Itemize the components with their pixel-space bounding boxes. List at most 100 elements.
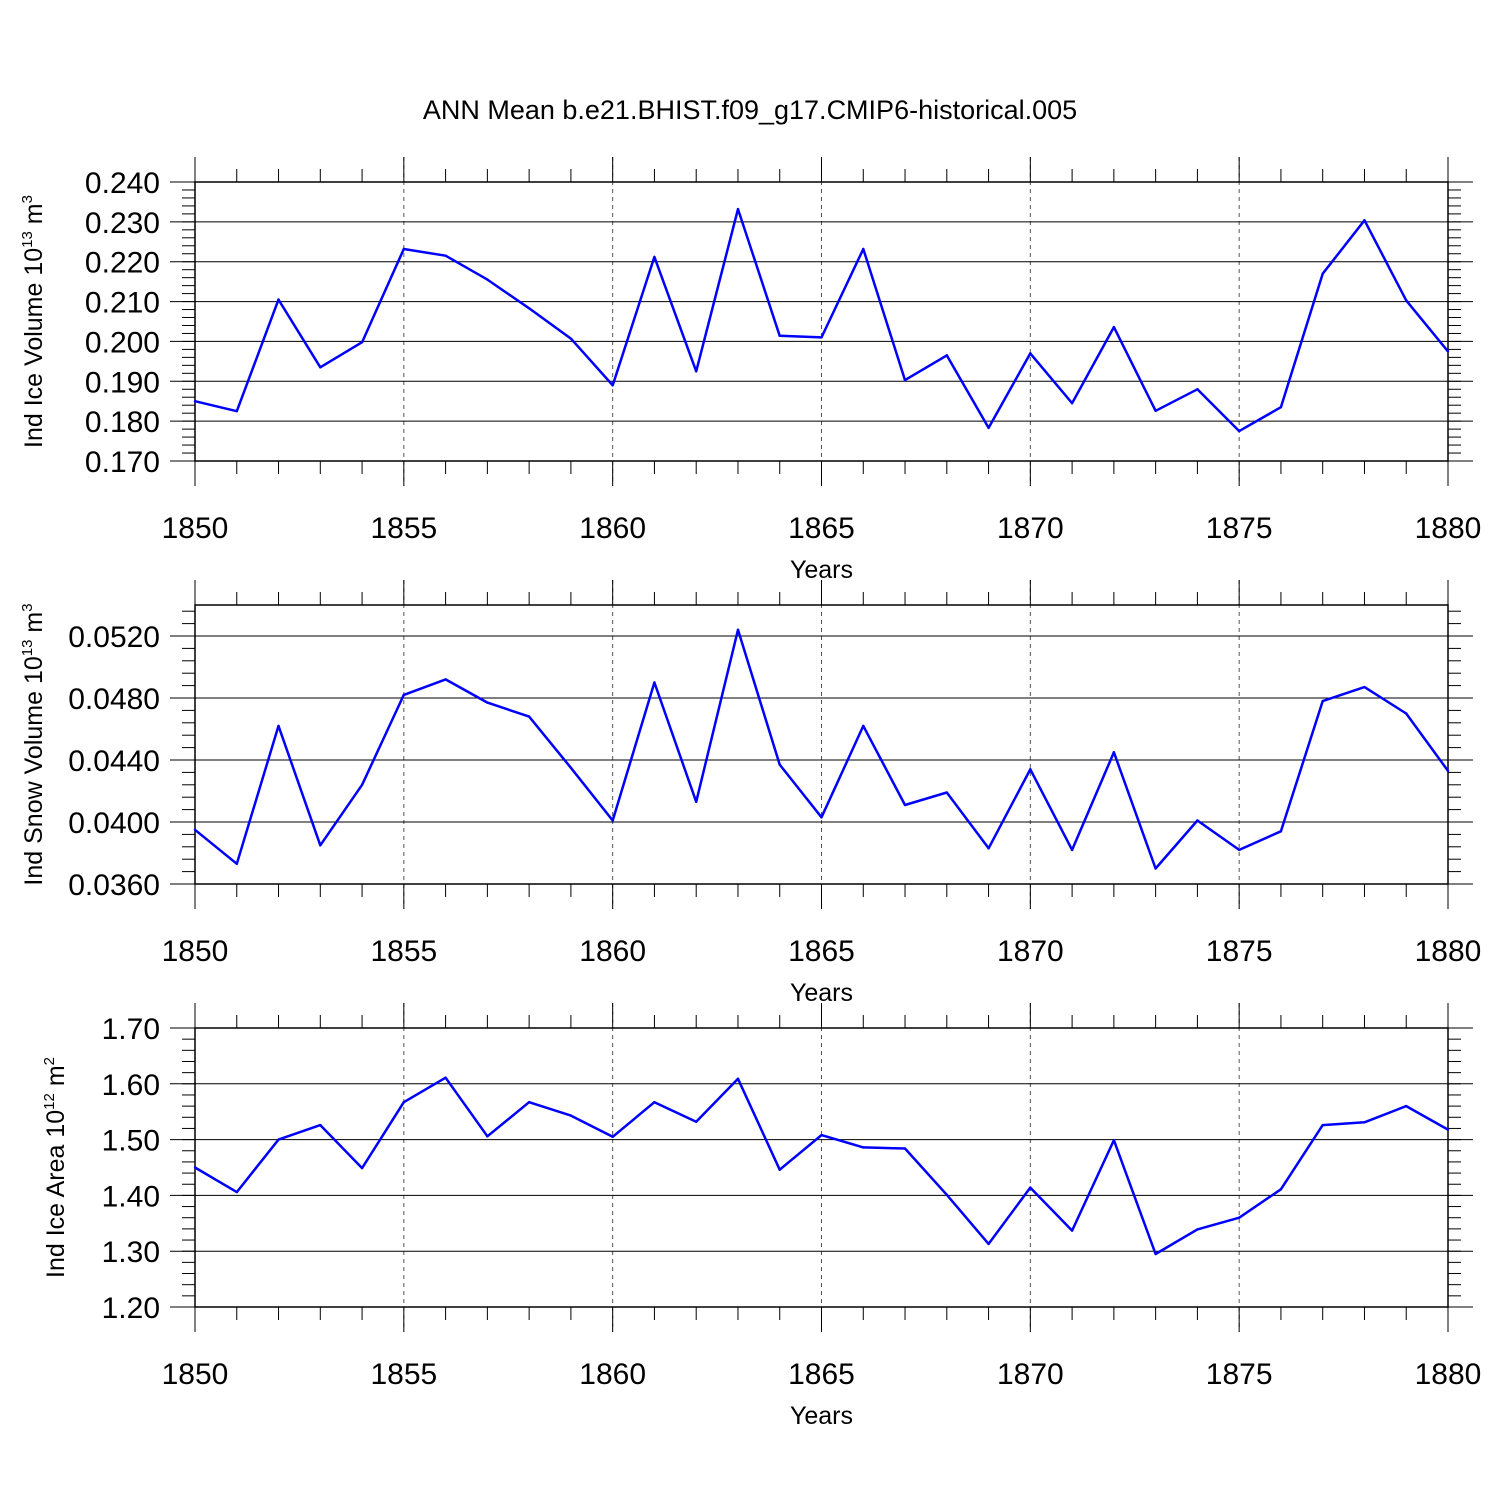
data-point [193, 1166, 197, 1169]
data-point [1237, 848, 1241, 852]
data-point [611, 819, 614, 822]
x-tick-label: 1855 [370, 512, 437, 545]
x-tick-label: 1880 [1415, 512, 1482, 545]
y-tick-label: 1.20 [102, 1292, 160, 1325]
data-point [1405, 712, 1408, 715]
data-point [778, 334, 781, 338]
data-point [695, 1120, 698, 1123]
data-point [862, 1146, 865, 1149]
data-point [402, 1101, 406, 1104]
y-tick-label: 0.240 [85, 167, 160, 200]
data-point [1196, 1228, 1199, 1231]
chart-title: ANN Mean b.e21.BHIST.f09_g17.CMIP6-histo… [423, 95, 1077, 125]
data-point [1279, 830, 1283, 833]
y-tick-label: 0.0360 [68, 869, 160, 902]
data-point [820, 1133, 823, 1137]
data-point [736, 1077, 740, 1080]
data-point [444, 254, 447, 257]
data-point [444, 678, 447, 681]
data-point [1446, 1128, 1450, 1131]
data-point [1154, 1252, 1157, 1256]
y-tick-label: 0.170 [85, 446, 160, 479]
data-point [193, 828, 197, 831]
data-point [235, 409, 238, 413]
data-point [653, 1101, 656, 1104]
y-tick-label: 1.40 [102, 1180, 160, 1213]
data-point [1363, 219, 1366, 222]
data-point [1237, 1216, 1241, 1219]
data-point [486, 1135, 489, 1138]
data-point [987, 426, 990, 430]
y-tick-label: 0.220 [85, 247, 160, 280]
data-point [402, 693, 406, 697]
data-point [611, 1135, 614, 1139]
y-axis-label: Ind Ice Volume 1013 m3 [19, 195, 48, 448]
data-point [569, 337, 573, 340]
data-point [611, 384, 614, 387]
data-point [903, 1147, 907, 1150]
x-tick-label: 1855 [370, 1358, 437, 1391]
data-point [319, 1123, 322, 1127]
data-point [736, 207, 740, 211]
y-tick-label: 1.70 [102, 1013, 160, 1046]
data-point [1363, 1121, 1366, 1124]
data-point [653, 681, 656, 684]
x-axis-label: Years [790, 1402, 853, 1430]
y-tick-label: 1.50 [102, 1125, 160, 1158]
data-point [444, 1076, 447, 1079]
data-point [862, 247, 865, 251]
data-point [820, 336, 823, 339]
data-point [945, 791, 948, 794]
data-point [1446, 769, 1450, 773]
data-point [527, 307, 531, 310]
data-point [987, 1242, 990, 1246]
data-point [778, 763, 781, 766]
data-point [277, 298, 280, 301]
y-tick-label: 0.180 [85, 406, 160, 439]
data-point [1279, 405, 1283, 409]
data-point [277, 724, 280, 728]
data-point [360, 341, 364, 344]
x-tick-label: 1860 [579, 1358, 646, 1391]
data-point [1070, 848, 1074, 852]
y-tick-label: 0.230 [85, 207, 160, 240]
panel-3: 1.20 1.30 1.40 1.50 1.60 1.70 1850 1855 1860 1865… [41, 1003, 1481, 1430]
y-axis-label: Ind Snow Volume 1013 m3 [19, 603, 48, 885]
data-point [1321, 1123, 1324, 1127]
y-tick-label: 0.0400 [68, 807, 160, 840]
y-tick-label: 0.0520 [68, 621, 160, 654]
data-point [360, 783, 364, 786]
data-point [653, 255, 656, 259]
data-point [402, 247, 406, 251]
panel-1: 0.170 0.180 0.190 0.200 0.210 0.220 0.230 0.240… [19, 157, 1481, 584]
data-point [1321, 272, 1324, 275]
data-point [1112, 325, 1116, 329]
x-tick-label: 1850 [162, 512, 229, 545]
data-point [1112, 751, 1116, 754]
data-point [1029, 768, 1032, 771]
y-tick-label: 0.0440 [68, 745, 160, 778]
x-axis-label: Years [790, 556, 853, 584]
data-point [235, 862, 238, 866]
data-point [778, 1168, 781, 1171]
data-point [1196, 388, 1199, 391]
data-point [1029, 1186, 1032, 1189]
x-tick-label: 1875 [1206, 512, 1273, 545]
data-point [1029, 352, 1032, 355]
x-tick-label: 1870 [997, 512, 1064, 545]
x-tick-label: 1865 [788, 1358, 855, 1391]
data-point [360, 1166, 364, 1170]
x-tick-label: 1880 [1415, 1358, 1482, 1391]
data-point [1405, 1104, 1408, 1108]
plot-frame [194, 604, 1449, 885]
x-tick-label: 1860 [579, 935, 646, 968]
data-point [1321, 699, 1324, 703]
data-point [695, 800, 698, 804]
data-point [736, 628, 740, 631]
x-tick-label: 1850 [162, 935, 229, 968]
panel-2: 0.0360 0.0400 0.0440 0.0480 0.0520 1850 1855 18… [19, 580, 1481, 1007]
x-tick-label: 1865 [788, 512, 855, 545]
data-point [319, 844, 322, 847]
data-point [1196, 819, 1199, 822]
